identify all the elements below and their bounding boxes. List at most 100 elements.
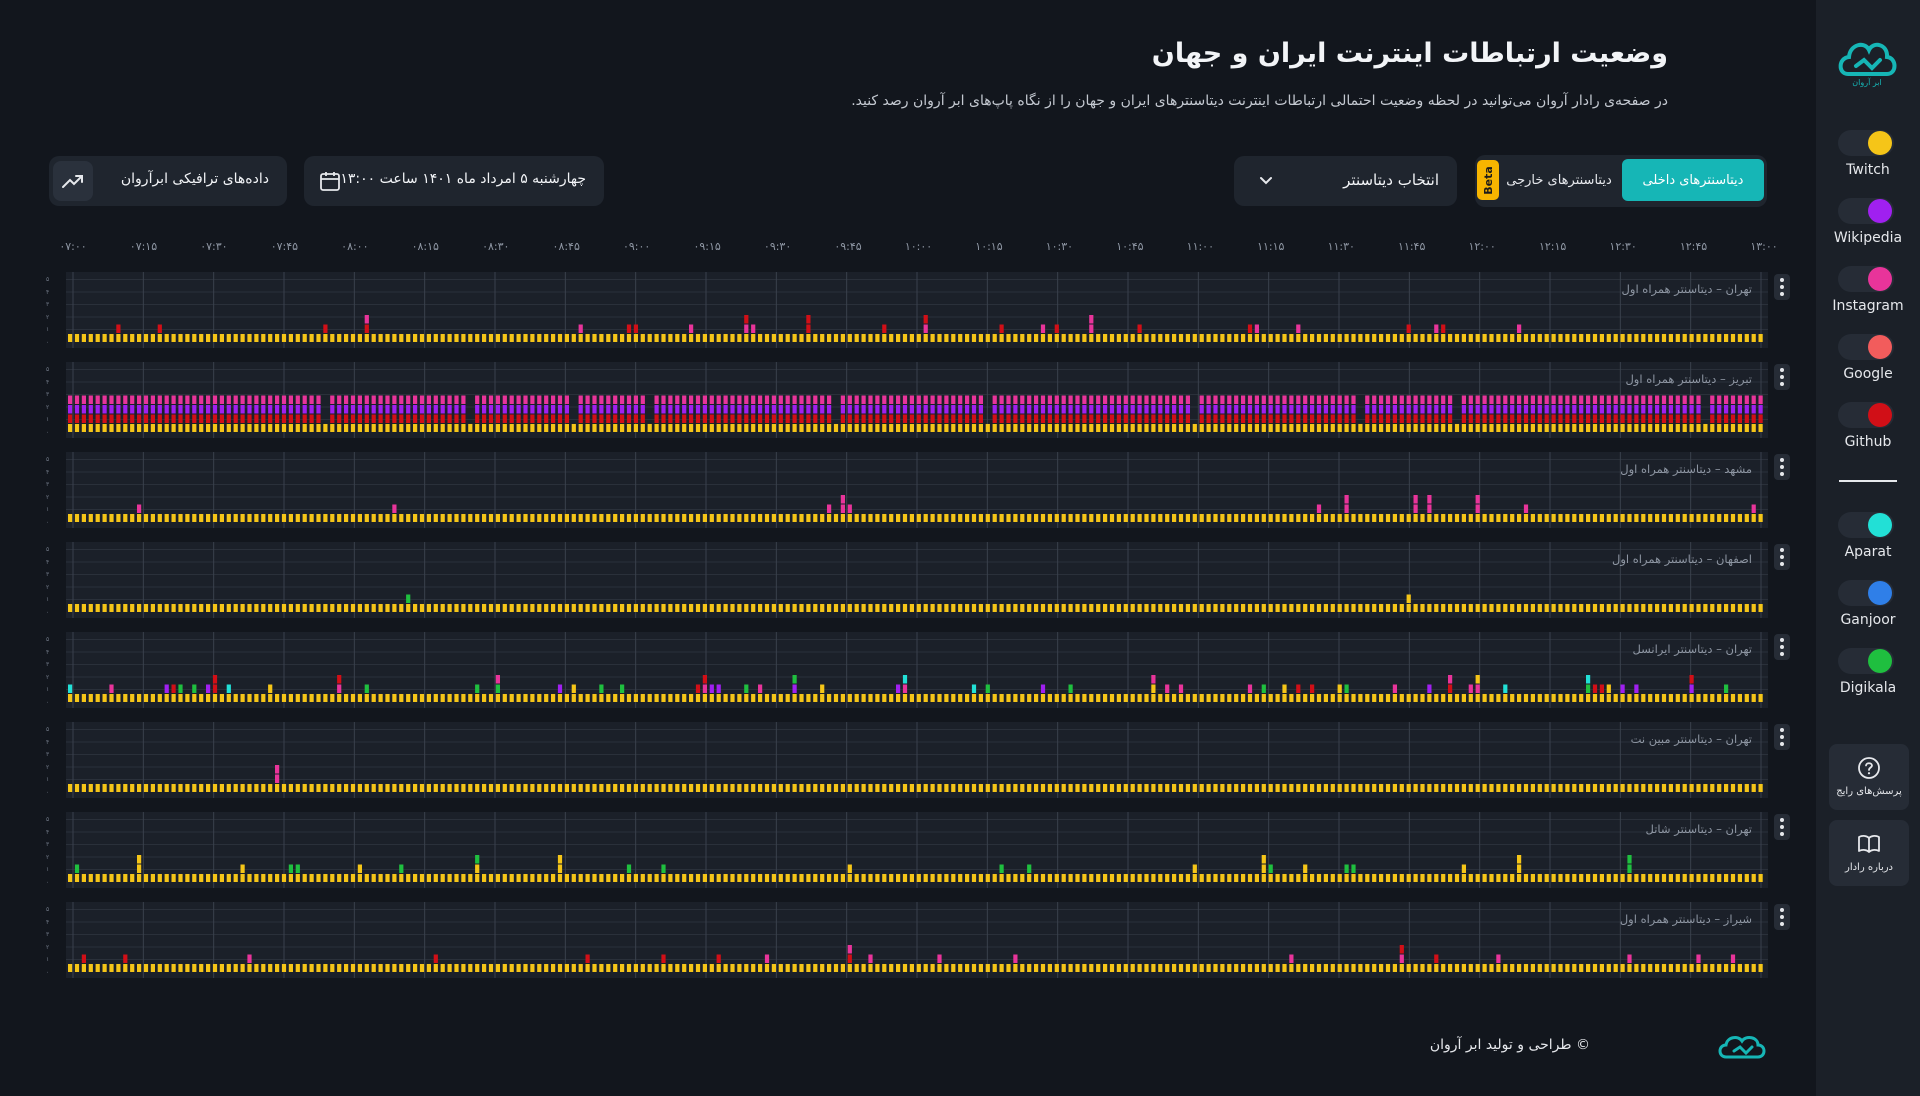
status-bar [1165,405,1170,414]
status-bar [1751,414,1756,423]
status-bar [785,414,790,423]
faq-button[interactable]: پرسش‌های رایج [1829,744,1909,810]
status-bar [206,874,211,882]
status-bar [1572,424,1577,432]
panel-menu-icon[interactable] [1774,904,1790,930]
panel-menu-icon[interactable] [1774,364,1790,390]
status-bar [716,405,721,414]
status-bar [847,694,852,702]
status-bar [1047,334,1052,342]
status-bar [1061,964,1066,972]
status-bar [137,414,142,423]
status-bar [178,964,183,972]
status-bar [1096,694,1101,702]
status-bar [206,395,211,404]
status-bar [1468,874,1473,882]
status-bar [1054,424,1059,432]
status-bar [419,604,425,612]
status-bar [778,874,783,882]
status-bar [1185,414,1190,423]
status-bar [123,954,128,963]
status-bar [661,424,666,432]
status-bar [109,424,114,432]
status-bar [682,395,687,404]
status-bar [385,414,390,423]
status-bar [1172,964,1177,972]
status-bar [185,694,190,702]
status-bar [523,604,528,612]
datacenter-select[interactable]: انتخاب دیتاسنتر [1234,156,1457,206]
arvan-logo-icon[interactable] [1836,32,1898,88]
status-bar [1192,784,1197,792]
status-bar [896,334,901,342]
status-bar [1648,395,1653,404]
status-bar [564,334,569,342]
status-bar [1372,514,1377,522]
status-bar [116,424,121,432]
status-bar [261,414,266,423]
status-bar [150,604,155,612]
status-bar [1696,954,1701,963]
status-bar [1330,424,1335,432]
status-bar [88,874,93,882]
status-bar [1316,395,1322,404]
status-bar [1206,395,1211,404]
panel-menu-icon[interactable] [1774,634,1790,660]
status-bar [799,514,804,522]
status-bar [1530,395,1535,404]
status-bar [716,684,721,693]
tab-internal-datacenters[interactable]: دیتاسنترهای داخلی [1622,159,1764,201]
status-bar [1579,405,1584,414]
status-bar [1116,405,1121,414]
traffic-data-button[interactable]: داده‌های ترافیکی ابرآروان [49,156,287,206]
status-bar [192,395,197,404]
status-bar [1075,514,1080,522]
status-bar [399,514,404,522]
date-picker[interactable]: چهارشنبه ۵ امرداد ماه ۱۴۰۱ ساعت ۱۳:۰۰ [304,156,604,206]
status-bar [199,334,204,342]
status-bar [495,784,500,792]
status-bar [1503,784,1508,792]
status-bar [744,405,749,414]
status-bar [1137,514,1142,522]
status-bar [571,784,576,792]
time-tick: ۱۰:۰۰ [904,240,933,253]
status-bar [1592,784,1598,792]
status-bar [1323,604,1328,612]
status-bar [433,414,438,423]
panel-menu-icon[interactable] [1774,544,1790,570]
tab-external-datacenters[interactable]: دیتاسنترهای خارجی [1506,172,1612,188]
status-bar [378,334,383,342]
panel-menu-icon[interactable] [1774,724,1790,750]
status-bar [509,874,514,882]
status-bar [1365,395,1370,404]
about-button[interactable]: درباره رادار [1829,820,1909,886]
status-bar [1558,964,1563,972]
status-bar [364,874,369,882]
status-bar [219,405,224,414]
status-bar [1040,405,1046,414]
status-bar [516,334,521,342]
status-bar [1261,864,1266,873]
status-bar [226,604,231,612]
status-bar [1137,414,1142,423]
status-bar [1537,694,1542,702]
status-bar [1137,874,1142,882]
panel-menu-icon[interactable] [1774,454,1790,480]
status-bar [1572,414,1577,423]
status-bar [1192,604,1197,612]
status-bar [240,414,245,423]
status-bar [730,395,735,404]
status-bar [1551,604,1556,612]
status-bar [344,964,349,972]
status-bar [889,395,894,404]
status-bar [530,784,535,792]
status-bar [1254,395,1259,404]
status-bar [178,604,183,612]
status-bar [1510,334,1515,342]
status-bar [1579,395,1584,404]
panel-menu-icon[interactable] [1774,274,1790,300]
panel-menu-icon[interactable] [1774,814,1790,840]
time-tick: ۱۱:۳۰ [1327,240,1355,253]
